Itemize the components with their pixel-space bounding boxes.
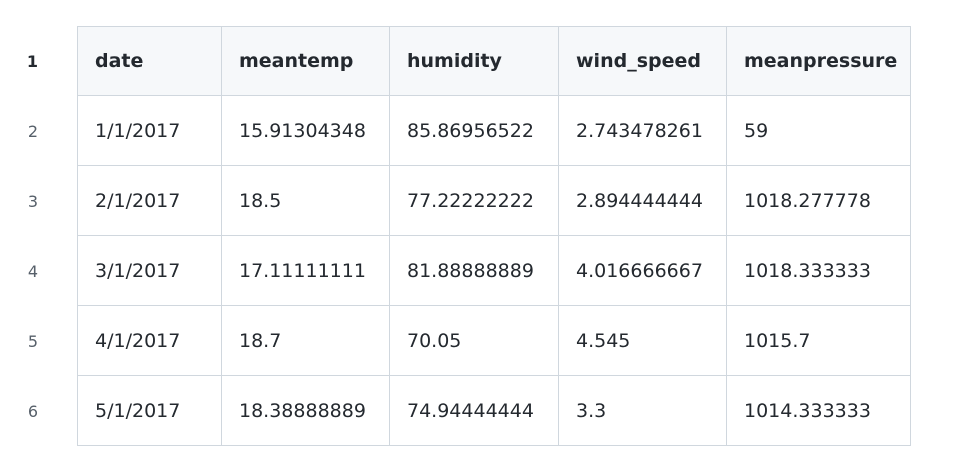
table-cell: 18.5 — [222, 166, 390, 236]
line-number[interactable]: 1 — [26, 51, 38, 71]
table-cell: 85.86956522 — [390, 96, 559, 166]
table-row: 4 3/1/2017 17.11111111 81.88888889 4.016… — [0, 236, 911, 306]
table-row: 2 1/1/2017 15.91304348 85.86956522 2.743… — [0, 96, 911, 166]
table-cell: 4.545 — [559, 306, 727, 376]
line-number[interactable]: 3 — [27, 191, 38, 211]
table-cell: 18.38888889 — [222, 376, 390, 446]
column-header-meantemp: meantemp — [222, 26, 390, 96]
table-cell: 18.7 — [222, 306, 390, 376]
table-cell: 15.91304348 — [222, 96, 390, 166]
table-cell: 3.3 — [559, 376, 727, 446]
table-cell: 1014.333333 — [727, 376, 911, 446]
table-row: 6 5/1/2017 18.38888889 74.94444444 3.3 1… — [0, 376, 911, 446]
column-header-humidity: humidity — [390, 26, 559, 96]
table-cell: 4.016666667 — [559, 236, 727, 306]
line-number[interactable]: 6 — [27, 401, 38, 421]
line-number[interactable]: 2 — [27, 121, 38, 141]
table-cell: 2/1/2017 — [77, 166, 222, 236]
table-cell: 1018.333333 — [727, 236, 911, 306]
table-row: 3 2/1/2017 18.5 77.22222222 2.894444444 … — [0, 166, 911, 236]
table-cell: 1018.277778 — [727, 166, 911, 236]
column-header-wind-speed: wind_speed — [559, 26, 727, 96]
column-header-meanpressure: meanpressure — [727, 26, 911, 96]
table-cell: 1015.7 — [727, 306, 911, 376]
table-header-row: 1 date meantemp humidity wind_speed mean… — [0, 26, 911, 96]
table-cell: 2.894444444 — [559, 166, 727, 236]
table-cell: 77.22222222 — [390, 166, 559, 236]
table-cell: 1/1/2017 — [77, 96, 222, 166]
table-cell: 59 — [727, 96, 911, 166]
table-cell: 3/1/2017 — [77, 236, 222, 306]
table-cell: 17.11111111 — [222, 236, 390, 306]
column-header-date: date — [77, 26, 222, 96]
line-number[interactable]: 4 — [27, 261, 38, 281]
table-cell: 74.94444444 — [390, 376, 559, 446]
table-cell: 81.88888889 — [390, 236, 559, 306]
table-row: 5 4/1/2017 18.7 70.05 4.545 1015.7 — [0, 306, 911, 376]
line-number[interactable]: 5 — [27, 331, 38, 351]
table-cell: 4/1/2017 — [77, 306, 222, 376]
table-cell: 2.743478261 — [559, 96, 727, 166]
table-cell: 70.05 — [390, 306, 559, 376]
csv-table: 1 date meantemp humidity wind_speed mean… — [0, 26, 911, 446]
table-cell: 5/1/2017 — [77, 376, 222, 446]
